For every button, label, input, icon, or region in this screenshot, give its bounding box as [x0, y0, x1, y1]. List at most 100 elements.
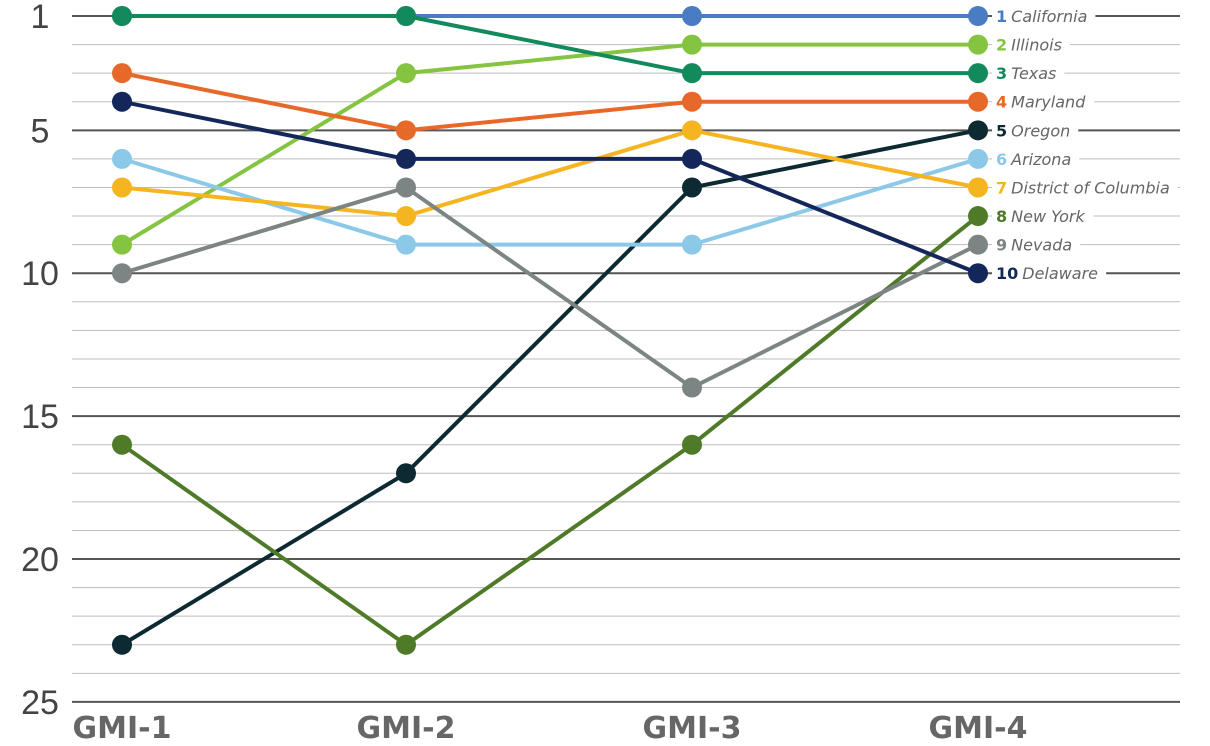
data-point — [112, 6, 132, 26]
series-label: 3 Texas — [996, 64, 1056, 83]
series-rank-number: 1 — [996, 7, 1007, 26]
data-point — [396, 6, 416, 26]
data-point — [682, 91, 702, 112]
data-point — [682, 120, 702, 141]
data-point — [112, 177, 132, 198]
data-point — [682, 6, 702, 26]
series-label: 1 California — [996, 7, 1087, 26]
series-rank-number: 8 — [996, 207, 1007, 226]
series-name: Oregon — [1011, 121, 1070, 140]
data-point — [682, 34, 702, 55]
x-category-label: GMI-2 — [357, 711, 456, 746]
data-point — [968, 177, 988, 198]
data-point — [396, 206, 416, 227]
y-tick-label: 15 — [21, 398, 59, 436]
data-point — [396, 634, 416, 655]
series-label-background — [992, 234, 1081, 256]
data-point — [968, 34, 988, 55]
series-name: Delaware — [1022, 264, 1098, 283]
series-name: Illinois — [1011, 36, 1062, 55]
series-rank-number: 5 — [996, 121, 1007, 140]
data-point — [968, 63, 988, 84]
series-name: Nevada — [1011, 236, 1072, 255]
data-point — [682, 234, 702, 255]
series-label: 2 Illinois — [996, 36, 1062, 55]
series-lines — [120, 14, 980, 647]
series-rank-number: 6 — [996, 150, 1007, 169]
series-name: Texas — [1011, 64, 1056, 83]
data-point — [396, 234, 416, 255]
x-axis-categories: GMI-1 GMI-2 GMI-3 GMI-4 — [73, 711, 1028, 746]
series-rank-number: 3 — [996, 64, 1007, 83]
data-point — [112, 434, 132, 455]
data-point — [396, 148, 416, 169]
series-label-background — [992, 177, 1178, 199]
series-name: District of Columbia — [1011, 178, 1170, 197]
data-point — [682, 177, 702, 198]
series-name: California — [1011, 7, 1087, 26]
data-point — [968, 263, 988, 284]
series-label: 10 Delaware — [996, 264, 1098, 283]
series-label: 6 Arizona — [996, 150, 1071, 169]
data-point — [112, 148, 132, 169]
series-name: New York — [1011, 207, 1085, 226]
data-point — [682, 434, 702, 455]
series-line — [120, 214, 980, 647]
series-label: 9 Nevada — [996, 236, 1072, 255]
series-line — [120, 42, 980, 247]
data-point — [682, 377, 702, 398]
data-point — [968, 148, 988, 169]
y-tick-label: 25 — [21, 684, 59, 722]
y-tick-label: 1 — [31, 0, 50, 36]
series-label: 4 Maryland — [996, 93, 1086, 112]
series-rank-number: 7 — [996, 178, 1007, 197]
series-points — [112, 6, 988, 655]
series-line — [120, 71, 980, 133]
series-rank-number: 9 — [996, 236, 1007, 255]
series-label-background — [992, 120, 1079, 142]
data-point — [112, 63, 132, 84]
x-category-label: GMI-3 — [643, 711, 742, 746]
x-category-label: GMI-1 — [73, 711, 172, 746]
series-rank-number: 4 — [996, 93, 1007, 112]
series-label: 8 New York — [996, 207, 1086, 226]
series-label-background — [992, 91, 1095, 113]
series-line — [120, 185, 980, 390]
data-point — [112, 634, 132, 655]
series-label-background — [992, 6, 1096, 27]
series-line — [120, 14, 980, 76]
data-point — [396, 63, 416, 84]
grid-lines — [72, 15, 1180, 703]
data-point — [112, 234, 132, 255]
series-line — [120, 128, 980, 219]
data-point — [968, 206, 988, 227]
series-label-background — [992, 34, 1070, 56]
data-point — [968, 120, 988, 141]
data-point — [682, 63, 702, 84]
data-point — [396, 177, 416, 198]
series-label: 7 District of Columbia — [996, 178, 1170, 197]
data-point — [968, 6, 988, 26]
series-rank-number: 2 — [996, 36, 1007, 55]
data-point — [968, 91, 988, 112]
series-label-background — [992, 148, 1080, 170]
y-tick-label: 10 — [21, 255, 59, 293]
data-point — [112, 263, 132, 284]
series-label-background — [992, 206, 1094, 228]
series-name: Maryland — [1011, 93, 1086, 112]
series-label: 5 Oregon — [996, 121, 1070, 140]
series-line — [120, 99, 980, 276]
data-point — [112, 91, 132, 112]
y-tick-label: 5 — [31, 112, 50, 150]
series-rank-number: 10 — [996, 264, 1018, 283]
data-point — [396, 463, 416, 484]
series-name: Arizona — [1010, 150, 1071, 169]
data-point — [396, 120, 416, 141]
y-tick-label: 20 — [21, 541, 59, 579]
data-point — [682, 148, 702, 169]
data-point — [968, 234, 988, 255]
series-label-background — [992, 263, 1107, 285]
